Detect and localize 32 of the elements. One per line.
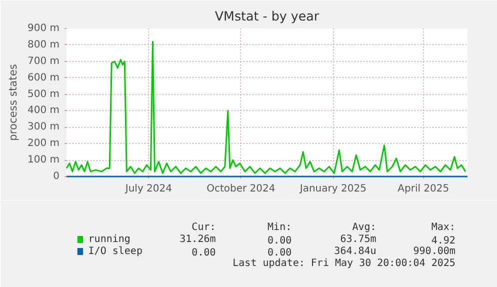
text: 0.00 [268,236,292,246]
text: Max: [431,222,456,233]
x-tick-label: July 2024 [124,184,172,194]
y-tick-label: 400 m [27,105,60,116]
y-tick-label: 500 m [27,88,60,100]
y-axis-title: process states [6,64,20,141]
text: Min: [268,222,292,233]
x-tick-label: October 2024 [206,184,276,194]
y-tick-label: 900 m [27,23,60,34]
text: 990.00m [413,246,456,257]
y-tick-label: 700 m [27,56,60,67]
text: Avg: [352,222,376,233]
text: Last update: Fri May 30 20:00:04 2025 [232,258,456,269]
text: 364.84u [334,246,376,257]
line-series [66,40,466,174]
text: Cur: [192,222,216,233]
y-tick-label: 100 m [27,154,60,166]
x-tick-label: January 2025 [298,184,366,194]
y-tick-label: 200 m [27,138,60,150]
text: 0.00 [268,248,292,258]
y-tick-label: 800 m [27,39,60,50]
y-tick-label: 600 m [27,72,60,84]
x-tick-label: April 2025 [398,184,450,194]
text: 63.75m [340,234,376,245]
y-tick-label: 0 [53,171,60,182]
text: 31.26m [180,234,216,245]
y-tick-label: 300 m [27,122,60,133]
chart-title: VMstat - by year [214,8,320,24]
text: 4.92 [431,236,456,246]
legend-label: I/O sleep [88,246,142,257]
text: 0.00 [192,248,216,258]
legend-label: running [88,234,130,245]
